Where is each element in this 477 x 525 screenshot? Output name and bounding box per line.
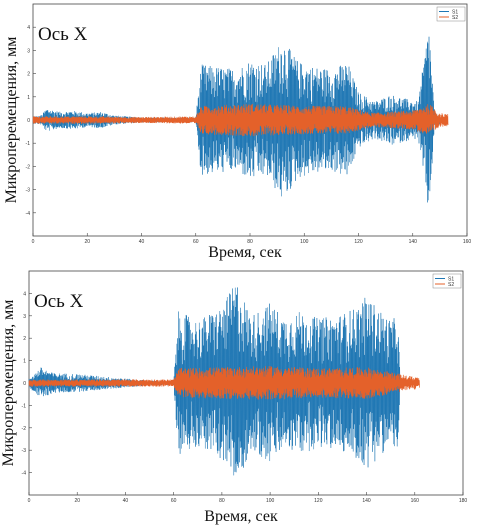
y-tick-label: 0 — [23, 381, 26, 387]
legend-label-s1: S1 — [452, 9, 458, 15]
legend-box — [436, 6, 466, 22]
x-axis-title: Время, сек — [208, 244, 282, 261]
y-tick-label: 3 — [23, 314, 26, 320]
x-tick-label: 140 — [362, 498, 371, 504]
y-tick-label: 0 — [27, 118, 30, 124]
x-tick-label: 140 — [409, 239, 418, 245]
x-tick-label: 0 — [28, 498, 31, 504]
x-tick-label: 120 — [314, 498, 323, 504]
axis-annotation: Ось X — [38, 24, 88, 45]
x-tick-label: 40 — [139, 239, 145, 245]
y-tick-label: 2 — [23, 336, 26, 342]
x-tick-label: 80 — [247, 239, 253, 245]
y-tick-label: -1 — [22, 403, 27, 409]
chart-panel-2: 0 20 40 60 80 100 120 140 160 180 -4 -3 -2 -1 0 1 2 3 4 S1 S… — [0, 263, 477, 525]
y-tick-label: -2 — [26, 164, 31, 170]
x-tick-label: 40 — [123, 498, 129, 504]
y-tick-label: 1 — [23, 359, 26, 365]
y-tick-label: -1 — [26, 141, 31, 147]
axis-annotation: Ось X — [34, 291, 84, 312]
y-tick-label: -4 — [22, 471, 27, 477]
y-tick-label: 4 — [23, 291, 26, 297]
x-tick-label: 0 — [32, 239, 35, 245]
legend-box — [432, 273, 462, 289]
series-line-s2 — [32, 103, 449, 137]
legend-label-s1: S1 — [448, 276, 454, 282]
y-tick-label: 4 — [27, 25, 30, 31]
y-axis-title: Микроперемещения, мм — [3, 37, 20, 204]
legend-label-s2: S2 — [452, 15, 458, 21]
x-tick-label: 100 — [266, 498, 275, 504]
x-tick-label: 100 — [300, 239, 309, 245]
x-tick-label: 160 — [411, 498, 420, 504]
legend-label-s2: S2 — [448, 282, 454, 288]
x-axis-title: Время, сек — [204, 508, 278, 525]
y-tick-label: 1 — [27, 95, 30, 101]
y-tick-label: -3 — [22, 448, 27, 454]
y-tick-label: 2 — [27, 72, 30, 78]
x-tick-label: 80 — [219, 498, 225, 504]
y-tick-label: -2 — [22, 426, 27, 432]
x-tick-label: 20 — [84, 239, 90, 245]
x-tick-label: 20 — [74, 498, 80, 504]
x-tick-label: 60 — [171, 498, 177, 504]
x-tick-label: 180 — [459, 498, 468, 504]
x-tick-label: 120 — [354, 239, 363, 245]
y-axis-title: Микроперемещения, мм — [0, 300, 17, 467]
y-tick-label: -3 — [26, 188, 31, 194]
x-tick-label: 160 — [463, 239, 472, 245]
x-tick-label: 60 — [193, 239, 199, 245]
chart-panel-1: 0 20 40 60 80 100 120 140 160 -4 -3 -2 -1 0 1 2 3 4 S1 S2 Ос… — [0, 0, 477, 262]
series-line-s2 — [28, 365, 420, 400]
y-tick-label: -4 — [26, 211, 31, 217]
y-tick-label: 3 — [27, 48, 30, 54]
chart-svg-2: 0 20 40 60 80 100 120 140 160 180 -4 -3 -2 -1 0 1 2 3 4 S1S… — [0, 270, 468, 525]
